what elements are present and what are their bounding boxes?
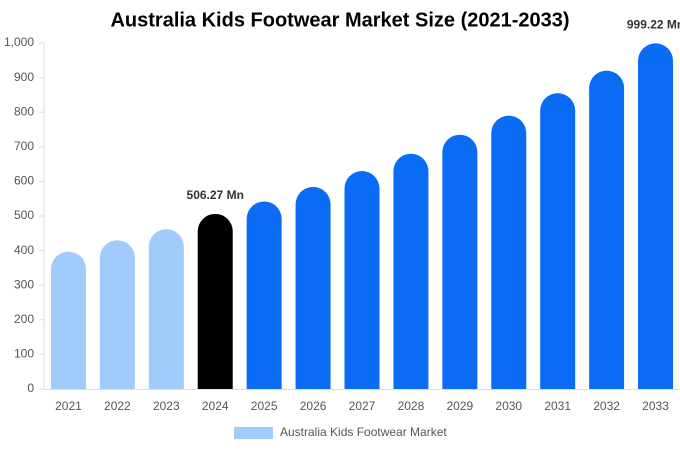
- bar: [442, 134, 478, 389]
- x-tick-label: 2024: [202, 399, 229, 413]
- x-tick-label: 2021: [55, 399, 82, 413]
- bar: [99, 240, 135, 389]
- bar: [638, 43, 674, 390]
- x-tick-label: 2028: [398, 399, 425, 413]
- bar: [295, 186, 331, 389]
- bar: [589, 70, 625, 390]
- bar: [148, 229, 184, 389]
- data-label: 506.27 Mn: [187, 188, 244, 202]
- legend-label: Australia Kids Footwear Market: [280, 425, 447, 439]
- y-tick-label: 100: [14, 347, 34, 361]
- x-tick-label: 2031: [544, 399, 571, 413]
- chart-title: Australia Kids Footwear Market Size (202…: [110, 9, 569, 31]
- x-tick-label: 2032: [593, 399, 620, 413]
- x-tick-label: 2026: [300, 399, 327, 413]
- y-tick-label: 500: [14, 208, 34, 222]
- x-tick-label: 2030: [495, 399, 522, 413]
- x-tick-label: 2022: [104, 399, 131, 413]
- x-tick-label: 2025: [251, 399, 278, 413]
- y-tick-label: 700: [14, 139, 34, 153]
- bar: [344, 171, 380, 389]
- y-tick-label: 800: [14, 104, 34, 118]
- x-tick-label: 2033: [642, 399, 669, 413]
- data-label: 999.22 Mn: [627, 17, 680, 31]
- y-tick-label: 900: [14, 70, 34, 84]
- y-tick-label: 600: [14, 174, 34, 188]
- bar: [246, 201, 282, 389]
- legend-swatch: [234, 427, 273, 439]
- y-tick-label: 200: [14, 312, 34, 326]
- bar: [491, 115, 527, 389]
- y-tick-label: 400: [14, 243, 34, 257]
- bar: [50, 251, 86, 389]
- y-tick-label: 1,000: [4, 35, 34, 49]
- x-tick-label: 2023: [153, 399, 180, 413]
- y-tick-label: 300: [14, 277, 34, 291]
- y-tick-label: 0: [27, 381, 34, 395]
- x-tick-label: 2029: [446, 399, 473, 413]
- x-tick-label: 2027: [349, 399, 376, 413]
- bar: [540, 93, 576, 390]
- bar: [197, 213, 233, 389]
- bar: [393, 153, 429, 389]
